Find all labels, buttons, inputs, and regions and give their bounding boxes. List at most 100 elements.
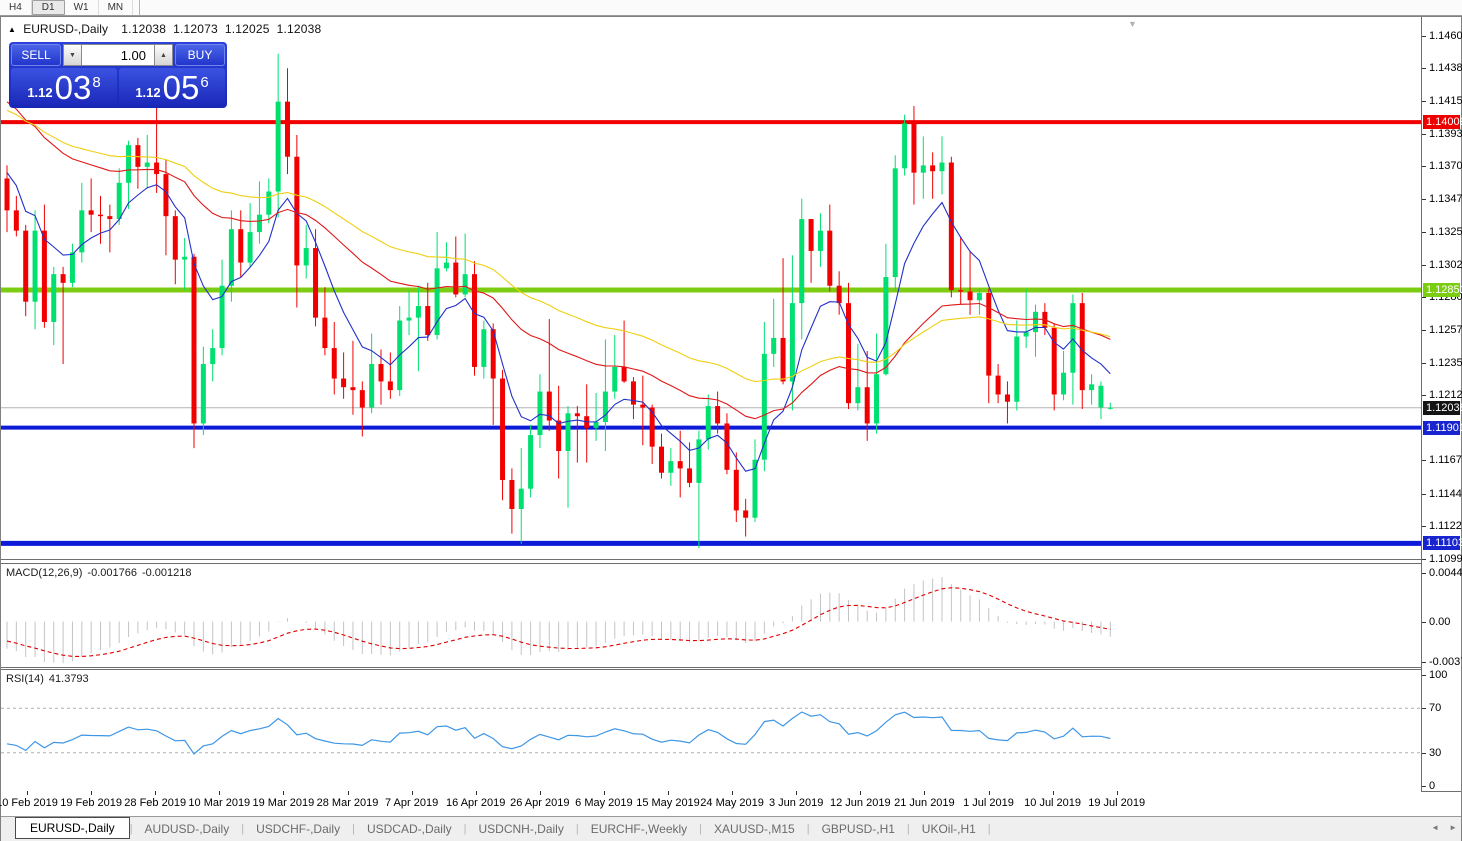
date-label: 10 Mar 2019 <box>188 797 251 809</box>
tab-eurchf-weekly[interactable]: EURCHF-,Weekly <box>590 822 688 836</box>
price-tick-mark <box>1422 100 1426 102</box>
tab-scrollbar: ◄ ► <box>1431 823 1457 832</box>
tab-separator: | <box>241 823 245 835</box>
rsi-chart[interactable] <box>1 670 1421 791</box>
buy-price-big: 05 <box>162 69 200 106</box>
chart-scroll-marker-icon[interactable]: ▼ <box>1128 19 1137 29</box>
date-label: 12 Jun 2019 <box>830 797 891 809</box>
price-tick-label: 1.13025 <box>1429 258 1462 271</box>
price-tick-mark <box>1422 329 1426 331</box>
macd-value-signal: -0.001218 <box>141 567 192 579</box>
price-tick-label: 1.13930 <box>1429 127 1462 140</box>
date-tick-mark <box>155 791 157 795</box>
date-tick-mark <box>539 791 541 795</box>
scroll-right-icon[interactable]: ► <box>1449 823 1457 832</box>
rsi-value: 41.3793 <box>48 673 89 685</box>
toolbar-separator <box>139 0 141 15</box>
date-tick-mark <box>1116 791 1118 795</box>
sell-button[interactable]: SELL <box>11 44 61 66</box>
price-tick-mark <box>1422 133 1426 135</box>
price-chart-pane[interactable] <box>1 19 1421 559</box>
price-tick-mark <box>1422 395 1426 397</box>
price-tick-mark <box>1422 264 1426 266</box>
tab-usdcad-daily[interactable]: USDCAD-,Daily <box>366 822 452 836</box>
date-label: 16 Apr 2019 <box>446 797 506 809</box>
candlestick-chart[interactable] <box>1 19 1421 559</box>
price-tick-label: 1.13475 <box>1429 193 1462 206</box>
chart-window: MACD(12,26,9) -0.001766 -0.001218 RSI(14) 4… <box>0 16 1462 841</box>
tab-usdcnh-daily[interactable]: USDCNH-,Daily <box>478 822 564 836</box>
date-tick-mark <box>219 791 221 795</box>
date-label: 26 Apr 2019 <box>510 797 570 809</box>
price-tick-label: 1.11445 <box>1429 487 1462 500</box>
macd-value-main: -0.001766 <box>87 567 137 579</box>
macd-label: MACD(12,26,9) -0.001766 -0.001218 <box>6 567 192 579</box>
timeframe-button-w1[interactable]: W1 <box>65 0 99 15</box>
date-label: 1 Jul 2019 <box>963 797 1014 809</box>
tab-separator: | <box>987 823 991 835</box>
ohlc-close: 1.12038 <box>276 22 322 36</box>
timeframe-button-mn[interactable]: MN <box>99 0 134 15</box>
rsi-name: RSI(14) <box>6 673 44 685</box>
sell-price-display[interactable]: 1.12 03 8 <box>11 68 117 106</box>
date-tick-mark <box>27 791 28 795</box>
volume-decrease-button[interactable]: ▼ <box>63 44 82 66</box>
price-tick-mark <box>1422 526 1426 528</box>
macd-tick-label: 0.004465 <box>1429 567 1462 579</box>
tab-separator: | <box>463 823 467 835</box>
date-tick-mark <box>924 791 926 795</box>
timeframe-button-d1[interactable]: D1 <box>31 0 65 15</box>
buy-button[interactable]: BUY <box>175 44 225 66</box>
macd-indicator-pane[interactable]: MACD(12,26,9) -0.001766 -0.001218 <box>1 564 1421 667</box>
tab-gbpusd-h1[interactable]: GBPUSD-,H1 <box>821 822 895 836</box>
tab-ukoil-h1[interactable]: UKOil-,H1 <box>921 822 976 836</box>
date-tick-mark <box>668 791 669 795</box>
price-tick-label: 1.11220 <box>1429 520 1462 533</box>
price-tick-label: 1.14155 <box>1429 94 1462 107</box>
rsi-indicator-pane[interactable]: RSI(14) 41.3793 <box>1 670 1421 791</box>
scroll-left-icon[interactable]: ◄ <box>1431 823 1440 832</box>
price-tick-mark <box>1422 362 1426 364</box>
price-level-badge: 1.14009 <box>1423 115 1462 130</box>
buy-price-display[interactable]: 1.12 05 6 <box>119 68 225 106</box>
date-label: 10 Jul 2019 <box>1024 797 1082 809</box>
chart-title: ▲ EURUSD-,Daily 1.12038 1.12073 1.12025 1.1… <box>8 22 328 36</box>
pane-separator <box>1 559 1461 560</box>
date-label: 15 May 2019 <box>636 797 700 809</box>
price-axis: 1.14605 1.14380 1.14155 1.13930 1.13705 1.134… <box>1422 17 1462 792</box>
tab-eurusd-daily[interactable]: EURUSD-,Daily <box>15 816 130 839</box>
tab-usdchf-daily[interactable]: USDCHF-,Daily <box>256 822 341 836</box>
tab-audusd-daily[interactable]: AUDUSD-,Daily <box>144 822 230 836</box>
price-level-badge: 1.11901 <box>1423 420 1462 435</box>
price-level-badge: 1.12038 <box>1423 400 1462 415</box>
price-tick-mark <box>1422 460 1426 462</box>
sell-price-big: 03 <box>54 69 92 106</box>
tab-separator: | <box>906 823 910 835</box>
date-label: 21 Jun 2019 <box>894 797 955 809</box>
timeframe-button-h4[interactable]: H4 <box>0 0 32 15</box>
sell-price-prefix: 1.12 <box>27 85 53 100</box>
pane-separator <box>1 667 1461 668</box>
rsi-label: RSI(14) 41.3793 <box>6 673 89 685</box>
macd-tick-label: 0.00 <box>1429 615 1451 628</box>
ohlc-high: 1.12073 <box>173 22 218 36</box>
volume-increase-button[interactable]: ▲ <box>154 44 173 66</box>
pane-separator <box>1 563 1461 564</box>
date-tick-mark <box>283 791 285 795</box>
price-tick-label: 1.14380 <box>1429 62 1462 75</box>
date-tick-mark <box>603 791 605 795</box>
price-tick-mark <box>1422 493 1426 495</box>
price-level-badge: 1.12851 <box>1423 282 1462 297</box>
macd-name: MACD(12,26,9) <box>6 567 83 579</box>
chevron-up-icon: ▲ <box>160 51 167 59</box>
chart-symbol-period: EURUSD-,Daily <box>23 22 108 36</box>
volume-input[interactable] <box>82 44 154 66</box>
ohlc-open: 1.12038 <box>121 22 167 36</box>
date-label: 19 Feb 2019 <box>60 797 122 809</box>
macd-chart[interactable] <box>1 564 1421 667</box>
rsi-tick-label: 0 <box>1429 780 1436 792</box>
tab-xauusd-m15[interactable]: XAUUSD-,M15 <box>714 822 795 836</box>
date-tick-mark <box>475 791 477 795</box>
date-label: 24 May 2019 <box>700 797 764 809</box>
